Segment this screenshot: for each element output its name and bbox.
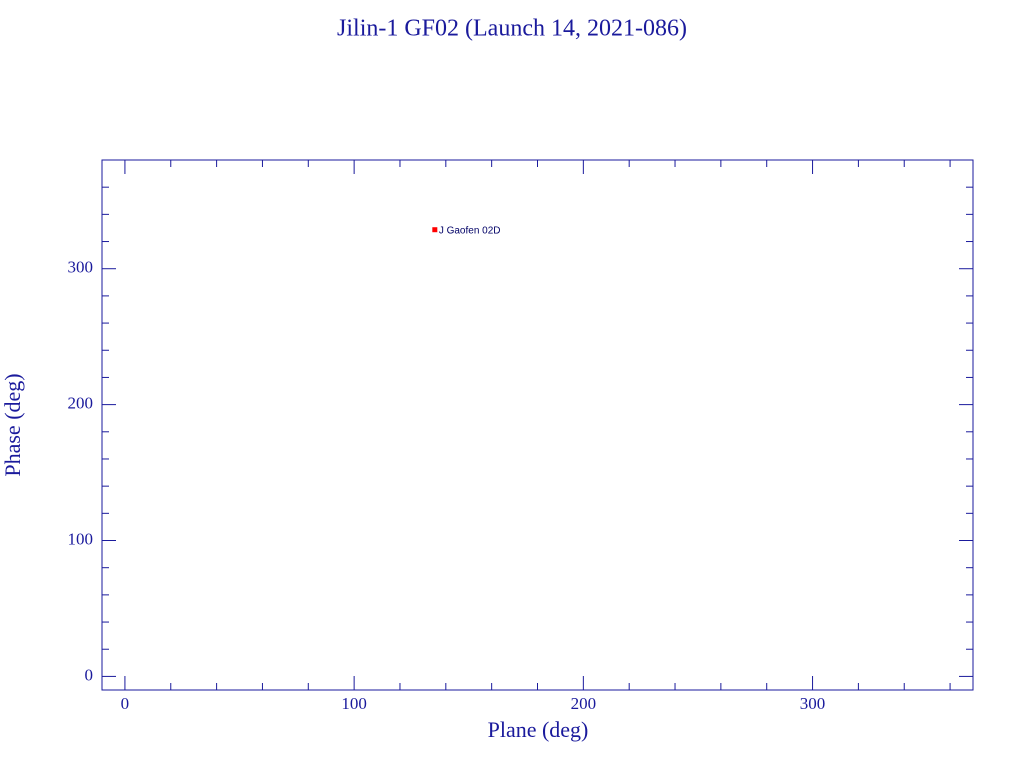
chart-title: Jilin-1 GF02 (Launch 14, 2021-086)	[337, 16, 687, 42]
y-tick-label: 300	[68, 258, 94, 277]
x-tick-label: 0	[121, 694, 130, 713]
x-axis-label: Plane (deg)	[488, 717, 589, 742]
x-tick-label: 300	[800, 694, 826, 713]
x-tick-label: 200	[571, 694, 597, 713]
y-tick-label: 200	[68, 394, 94, 413]
plot-frame	[101, 159, 974, 691]
x-tick-label: 100	[341, 694, 367, 713]
point-label: J Gaofen 02D	[439, 225, 501, 236]
y-tick-label: 0	[85, 665, 94, 684]
point	[432, 227, 438, 233]
y-tick-label: 100	[68, 529, 94, 548]
y-axis-label: Phase (deg)	[0, 373, 25, 476]
